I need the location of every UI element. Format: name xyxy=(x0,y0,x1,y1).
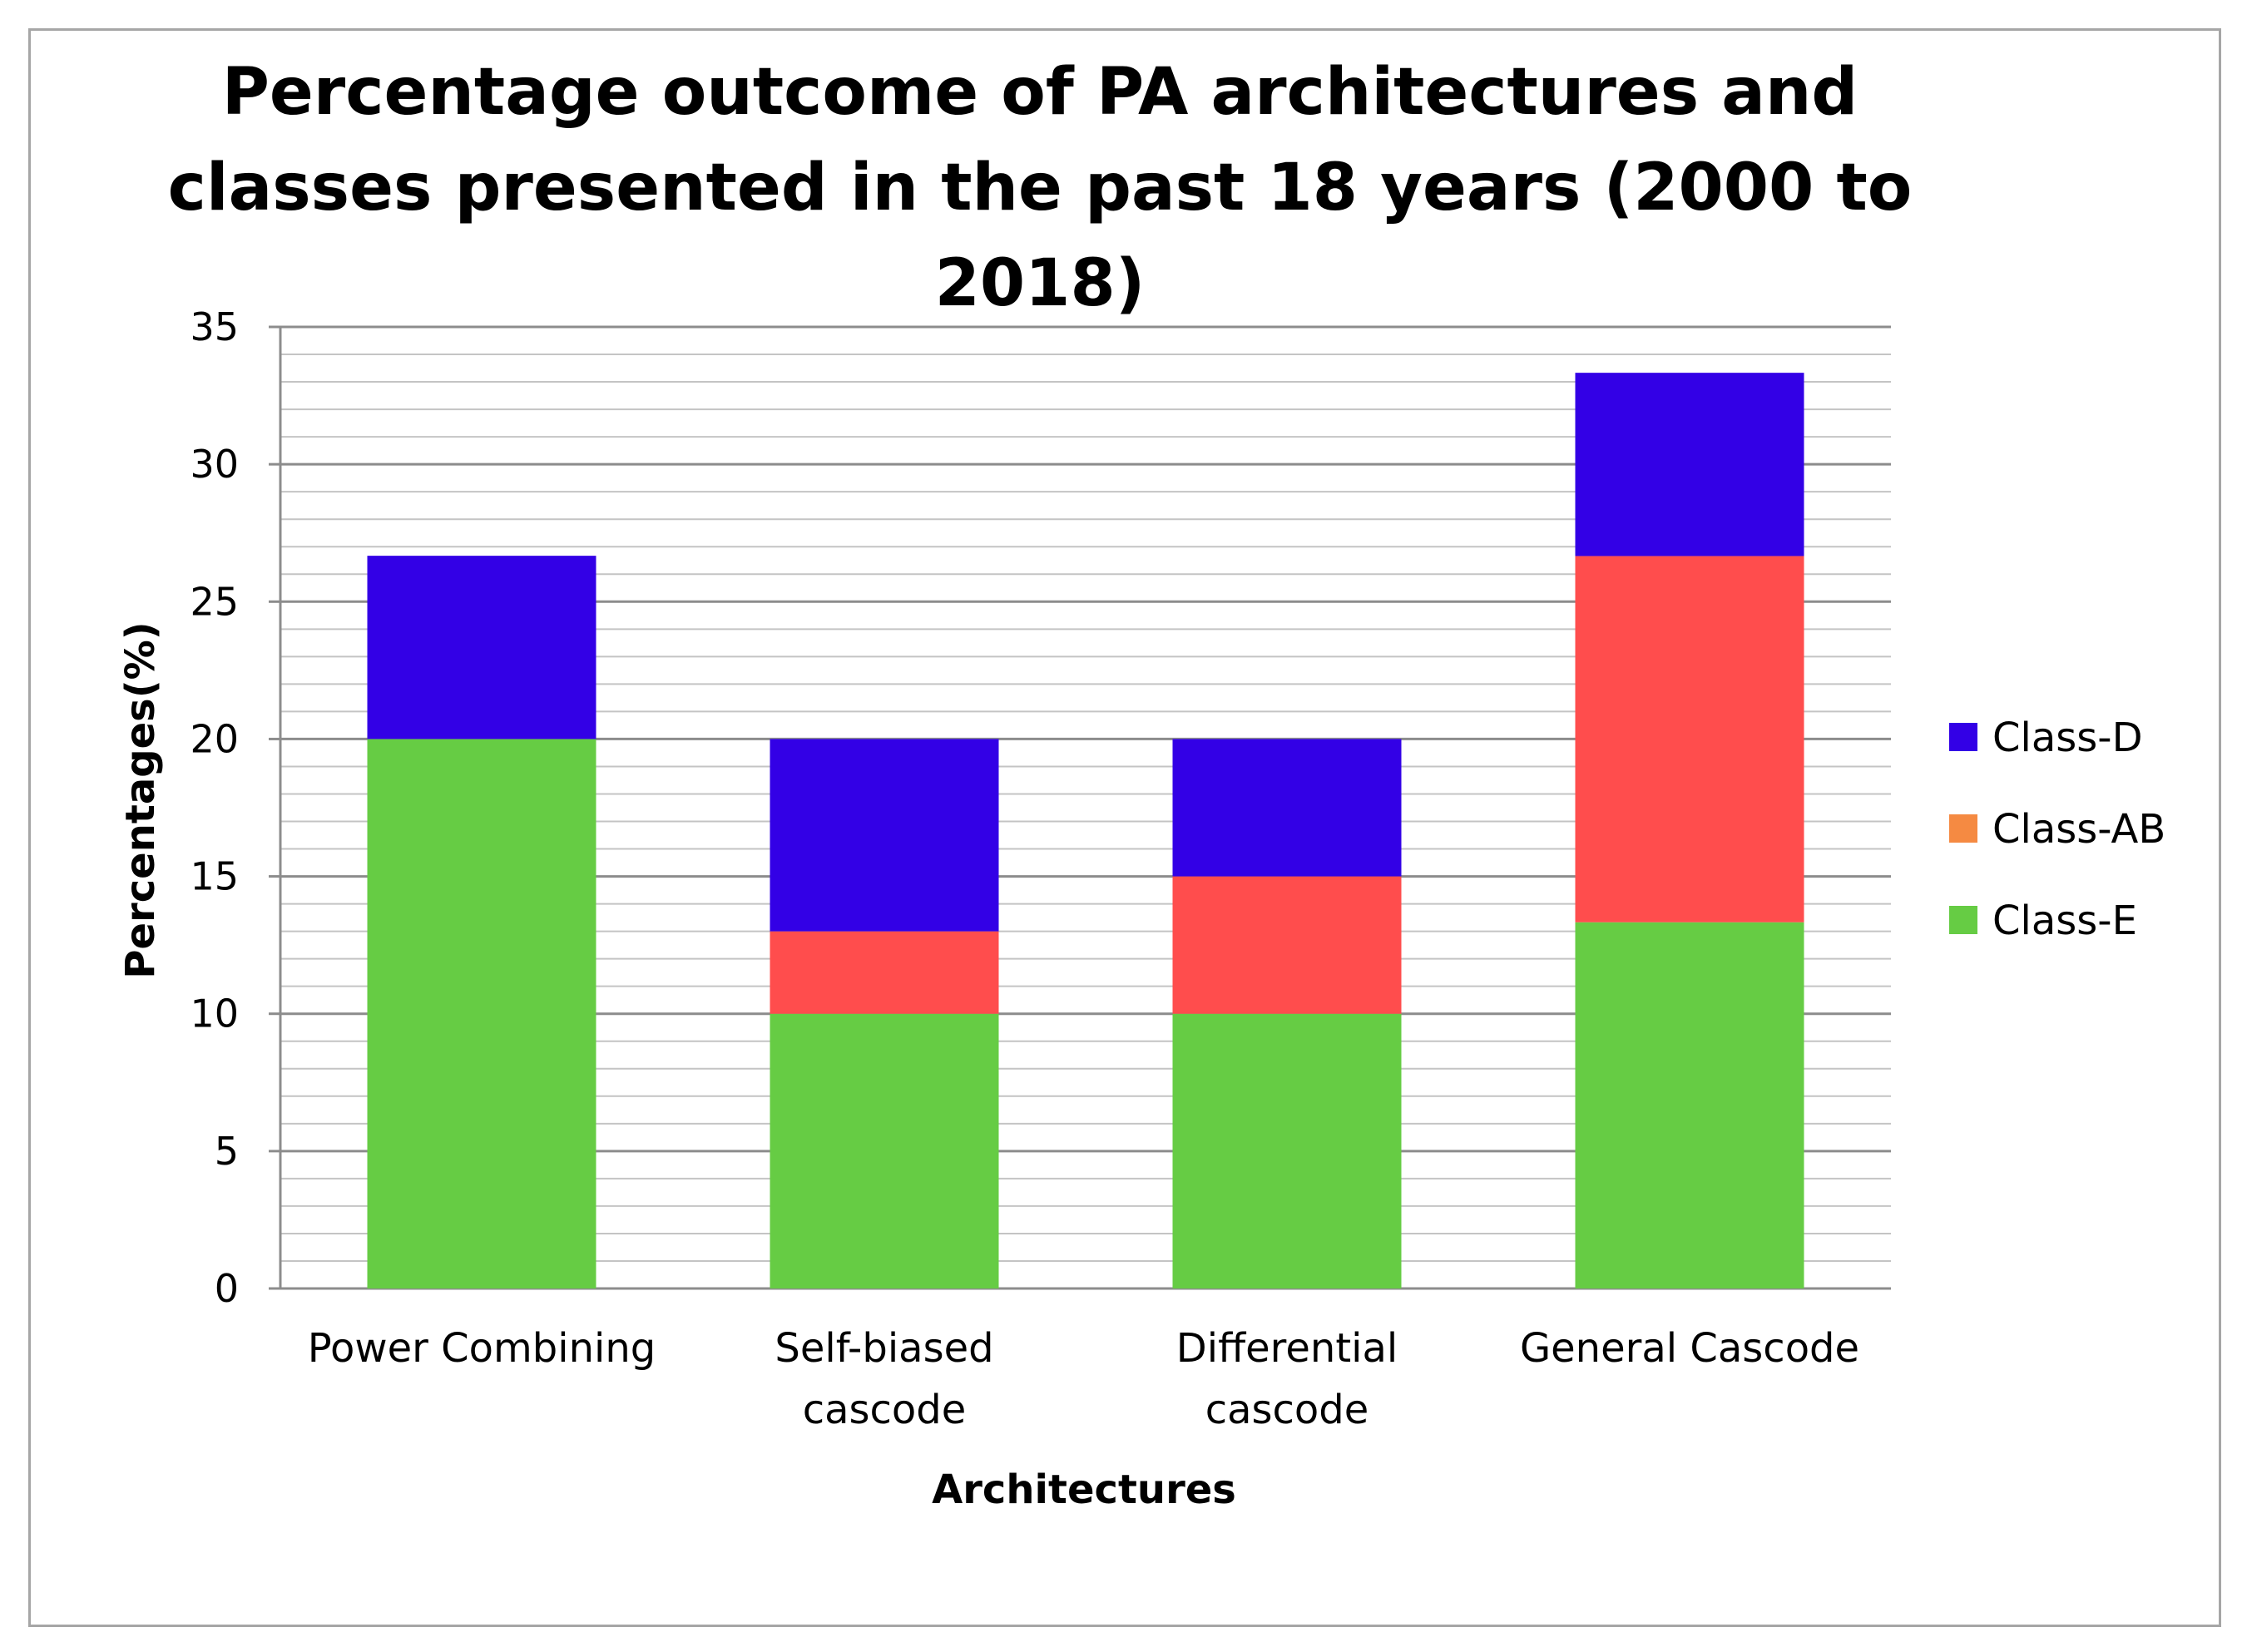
x-category-label: Power Combining xyxy=(308,1325,656,1372)
bar-segment-class-ab xyxy=(770,931,999,1014)
bar-segment-class-e xyxy=(367,739,596,1288)
x-category-label: Self-biased xyxy=(775,1325,993,1372)
y-tick-label: 0 xyxy=(215,1266,239,1311)
y-tick-label: 10 xyxy=(190,992,239,1036)
y-tick-label: 25 xyxy=(190,579,239,624)
bar-segment-class-e xyxy=(1172,1013,1402,1288)
chart-svg: Percentage outcome of PA architectures a… xyxy=(117,55,2165,1513)
bar-segment-class-ab xyxy=(1172,876,1402,1014)
y-axis-title: Percentages(%) xyxy=(117,621,164,978)
y-tick-label: 20 xyxy=(190,716,239,761)
bar-segment-class-d xyxy=(770,739,999,932)
bars xyxy=(367,373,1804,1288)
chart-title-line-2: classes presented in the past 18 years (… xyxy=(168,151,1913,225)
legend-swatch-class-e xyxy=(1949,906,1977,934)
y-axis-ticks: 0 5 10 15 20 25 30 35 xyxy=(190,304,280,1311)
y-tick-label: 5 xyxy=(215,1129,239,1174)
y-tick-label: 15 xyxy=(190,854,239,899)
legend-label-class-e: Class-E xyxy=(1992,898,2137,944)
bar-segment-class-d xyxy=(1172,739,1402,877)
bar-segment-class-e xyxy=(1575,922,1804,1288)
y-tick-label: 35 xyxy=(190,304,239,349)
chart-frame: Percentage outcome of PA architectures a… xyxy=(28,28,2221,1627)
x-category-label: Differential xyxy=(1176,1325,1398,1372)
x-category-label: cascode xyxy=(1205,1387,1369,1433)
chart-title-line-1: Percentage outcome of PA architectures a… xyxy=(222,55,1858,130)
chart-title: Percentage outcome of PA architectures a… xyxy=(168,55,1913,321)
bar-segment-class-d xyxy=(367,556,596,739)
x-axis-title: Architectures xyxy=(932,1467,1236,1513)
legend-label-class-ab: Class-AB xyxy=(1992,806,2165,853)
x-category-label: cascode xyxy=(803,1387,967,1433)
x-axis-categories: Power Combining Self-biased cascode Differe… xyxy=(308,1325,1859,1433)
bar-segment-class-d xyxy=(1575,373,1804,556)
legend-swatch-class-d xyxy=(1949,723,1977,751)
chart-title-line-3: 2018) xyxy=(935,246,1146,321)
legend-swatch-class-ab xyxy=(1949,814,1977,843)
legend: Class-D Class-AB Class-E xyxy=(1949,715,2165,944)
x-category-label: General Cascode xyxy=(1520,1325,1859,1372)
legend-label-class-d: Class-D xyxy=(1992,715,2143,761)
bar-segment-class-ab xyxy=(1575,556,1804,922)
y-tick-label: 30 xyxy=(190,442,239,487)
bar-segment-class-e xyxy=(770,1013,999,1288)
